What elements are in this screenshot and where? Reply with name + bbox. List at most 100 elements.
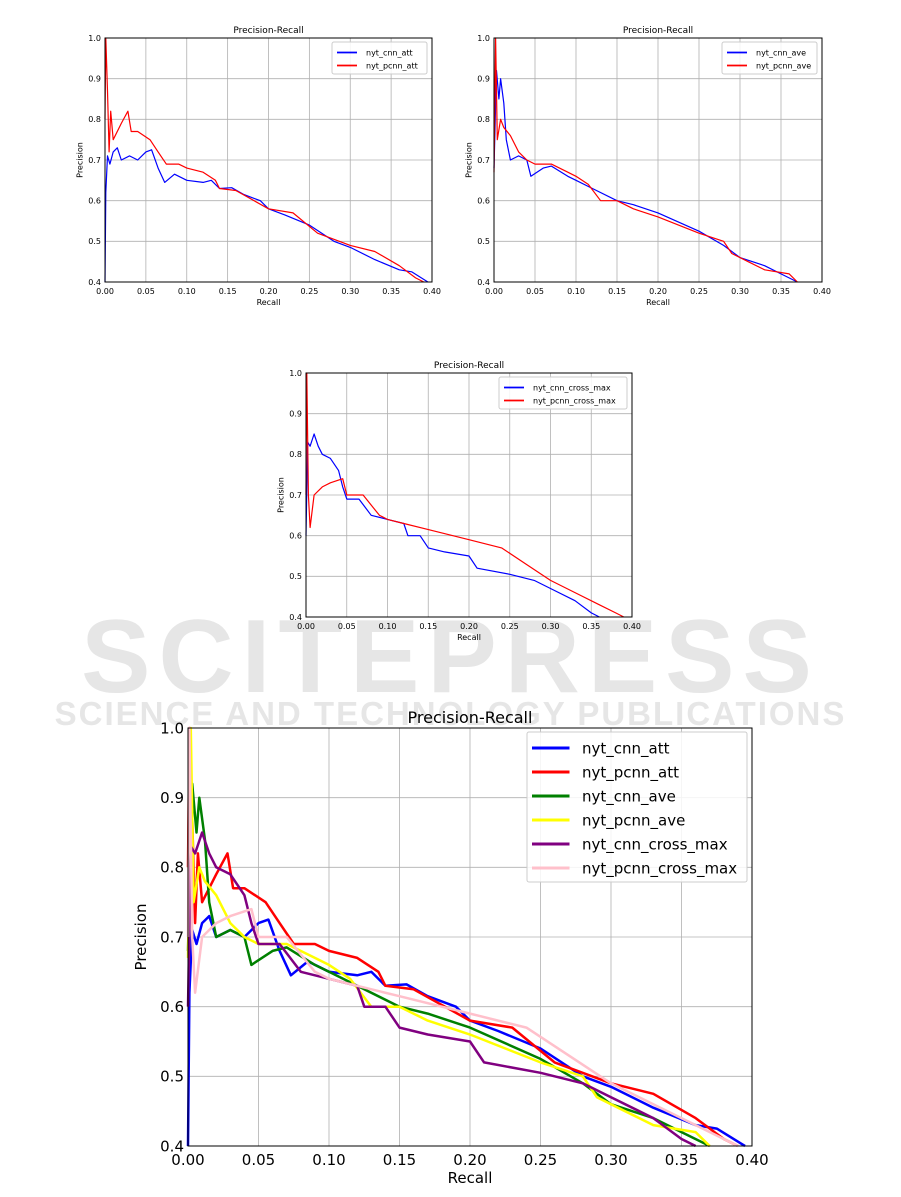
chart-title: Precision-Recall	[623, 26, 693, 36]
x-tick-label: 0.20	[453, 1151, 486, 1169]
plot-frame	[305, 372, 633, 618]
x-tick-label: 0.40	[423, 287, 441, 296]
legend-label: nyt_cnn_cross_max	[533, 383, 611, 392]
x-axis-label: Recall	[646, 298, 670, 307]
y-tick-label: 0.8	[477, 115, 490, 124]
x-tick-label: 0.05	[338, 622, 356, 631]
legend: nyt_cnn_ave nyt_pcnn_ave	[721, 41, 818, 75]
y-tick-label: 0.6	[477, 196, 490, 205]
x-tick-label: 0.10	[312, 1151, 345, 1169]
y-tick-label: 0.5	[160, 1068, 184, 1086]
x-tick-label: 0.15	[608, 287, 626, 296]
y-tick-label: 0.6	[88, 196, 101, 205]
x-tick-label: 0.25	[690, 287, 708, 296]
y-tick-label: 0.4	[289, 613, 302, 622]
x-tick-label: 0.30	[731, 287, 749, 296]
y-tick-label: 0.9	[160, 789, 184, 807]
y-axis-label: Precision	[132, 904, 150, 971]
watermark-main: SCITEPRESS	[81, 599, 820, 715]
chart-2: 0.00 0.05 0.10 0.15 0.20 0.25 0.30 0.35 0.40 0.4 0…	[465, 26, 831, 307]
x-tick-label: 0.35	[665, 1151, 698, 1169]
y-tick-label: 1.0	[88, 34, 101, 43]
chart-4: 0.00 0.05 0.10 0.15 0.20 0.25 0.30 0.35 0.40 0.4 0…	[132, 708, 769, 1187]
x-tick-label: 0.20	[460, 622, 478, 631]
y-tick-label: 1.0	[160, 719, 184, 737]
series-line-nyt_cnn_cross_max	[305, 433, 600, 618]
x-tick-label: 0.00	[485, 287, 503, 296]
legend: nyt_cnn_att nyt_pcnn_att nyt_cnn_ave nyt_pc…	[526, 731, 748, 883]
y-axis-label: Precision	[465, 142, 474, 178]
x-axis-label: Recall	[448, 1169, 493, 1187]
legend-label: nyt_pcnn_cross_max	[582, 859, 737, 878]
x-tick-label: 0.30	[341, 287, 359, 296]
legend-label: nyt_pcnn_att	[582, 763, 679, 782]
series-line-nyt_pcnn_ave	[186, 726, 711, 1147]
x-tick-label: 0.35	[772, 287, 790, 296]
x-axis-label: Recall	[257, 298, 281, 307]
y-tick-label: 0.4	[160, 1137, 184, 1155]
x-tick-label: 0.30	[542, 622, 560, 631]
legend: nyt_cnn_cross_max nyt_pcnn_cross_max	[498, 376, 628, 410]
y-tick-label: 0.5	[289, 572, 302, 581]
legend-label: nyt_cnn_att	[582, 739, 670, 758]
y-tick-label: 0.8	[88, 115, 101, 124]
legend-label: nyt_pcnn_ave	[756, 61, 811, 70]
chart-title: Precision-Recall	[408, 708, 533, 727]
legend-label: nyt_pcnn_att	[366, 61, 418, 70]
x-tick-label: 0.40	[735, 1151, 768, 1169]
legend-box	[498, 376, 628, 410]
series-line-nyt_pcnn_ave	[493, 37, 798, 283]
y-tick-label: 0.4	[477, 278, 490, 287]
x-tick-label: 0.10	[567, 287, 585, 296]
x-tick-label: 0.40	[623, 622, 641, 631]
x-tick-label: 0.20	[649, 287, 667, 296]
x-tick-label: 0.15	[419, 622, 437, 631]
y-tick-label: 0.9	[289, 409, 302, 418]
chart-1: 0.00 0.05 0.10 0.15 0.20 0.25 0.30 0.35 0.40 0.4 0…	[76, 26, 441, 307]
x-tick-label: 0.35	[382, 287, 400, 296]
y-tick-label: 0.8	[160, 859, 184, 877]
series-line-nyt_pcnn_cross_max	[305, 372, 625, 618]
y-tick-label: 1.0	[477, 34, 490, 43]
y-axis-label: Precision	[277, 477, 286, 513]
y-tick-label: 0.4	[88, 278, 101, 287]
legend-label: nyt_cnn_att	[366, 48, 413, 57]
y-tick-label: 0.7	[160, 928, 184, 946]
x-tick-label: 0.30	[594, 1151, 627, 1169]
x-tick-label: 0.10	[379, 622, 397, 631]
chart-title: Precision-Recall	[434, 361, 504, 371]
y-axis-label: Precision	[76, 142, 85, 178]
y-tick-label: 1.0	[289, 369, 302, 378]
x-tick-label: 0.00	[96, 287, 114, 296]
y-tick-label: 0.9	[477, 74, 490, 83]
chart-title: Precision-Recall	[233, 26, 303, 36]
y-tick-label: 0.6	[289, 531, 302, 540]
x-tick-label: 0.40	[813, 287, 831, 296]
x-tick-label: 0.05	[526, 287, 544, 296]
x-tick-label: 0.15	[383, 1151, 416, 1169]
watermark-sub: SCIENCE AND TECHNOLOGY PUBLICATIONS	[54, 695, 847, 732]
plot-frame	[187, 727, 753, 1147]
y-tick-label: 0.5	[88, 237, 101, 246]
x-tick-label: 0.25	[501, 622, 519, 631]
legend-label: nyt_pcnn_ave	[582, 811, 685, 830]
y-tick-label: 0.9	[88, 74, 101, 83]
series-line-nyt_pcnn_cross_max	[186, 726, 739, 1148]
legend-label: nyt_cnn_cross_max	[582, 835, 728, 854]
y-tick-label: 0.7	[477, 156, 490, 165]
legend-label: nyt_pcnn_cross_max	[533, 396, 616, 405]
plot-frame	[493, 37, 823, 283]
x-tick-label: 0.15	[219, 287, 237, 296]
x-tick-label: 0.35	[582, 622, 600, 631]
x-axis-label: Recall	[457, 633, 481, 642]
series-line-nyt_cnn_ave	[493, 69, 798, 283]
x-tick-label: 0.10	[178, 287, 196, 296]
x-tick-label: 0.00	[297, 622, 315, 631]
y-tick-label: 0.7	[88, 156, 101, 165]
x-tick-label: 0.05	[137, 287, 155, 296]
x-tick-label: 0.25	[524, 1151, 557, 1169]
series-line-nyt_cnn_att	[104, 147, 429, 283]
plot-frame	[104, 37, 433, 283]
